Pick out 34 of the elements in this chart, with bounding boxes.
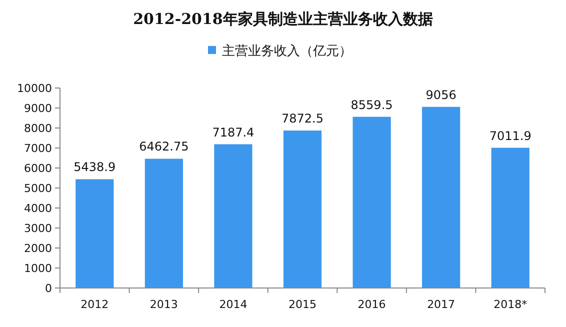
bar — [76, 179, 114, 288]
x-tick-label: 2018* — [494, 298, 528, 311]
x-tick-label: 2012 — [80, 298, 109, 311]
y-tick-label: 7000 — [24, 142, 52, 155]
y-tick-label: 0 — [45, 282, 52, 295]
y-tick-label: 1000 — [24, 262, 52, 275]
y-tick-label: 4000 — [24, 202, 52, 215]
data-label: 6462.75 — [139, 140, 189, 154]
bar — [283, 130, 322, 288]
y-tick-label: 3000 — [24, 222, 52, 235]
x-tick-label: 2016 — [358, 298, 386, 311]
chart-title: 2012-2018年家具制造业主营业务收入数据 — [133, 10, 433, 28]
bar — [352, 116, 391, 288]
data-label: 8559.5 — [350, 98, 393, 112]
bar — [144, 158, 183, 288]
bar — [491, 148, 530, 288]
bar — [214, 144, 252, 288]
x-tick-label: 2017 — [427, 298, 456, 311]
x-tick-label: 2013 — [150, 298, 178, 311]
y-tick-label: 2000 — [24, 242, 52, 255]
y-tick-label: 10000 — [17, 82, 52, 95]
y-tick-label: 6000 — [24, 162, 52, 175]
x-tick-label: 2014 — [219, 298, 248, 311]
legend-label: 主营业务收入（亿元） — [222, 43, 352, 59]
y-tick-label: 5000 — [24, 182, 52, 195]
y-tick-label: 8000 — [24, 122, 52, 135]
data-label: 9056 — [426, 88, 456, 102]
y-tick-label: 9000 — [24, 102, 52, 115]
bar — [422, 106, 460, 288]
data-label: 5438.9 — [74, 160, 116, 174]
x-tick-label: 2015 — [288, 298, 316, 311]
data-label: 7011.9 — [489, 128, 532, 143]
data-label: 7187.4 — [212, 125, 254, 140]
data-label: 7872.5 — [282, 112, 324, 126]
